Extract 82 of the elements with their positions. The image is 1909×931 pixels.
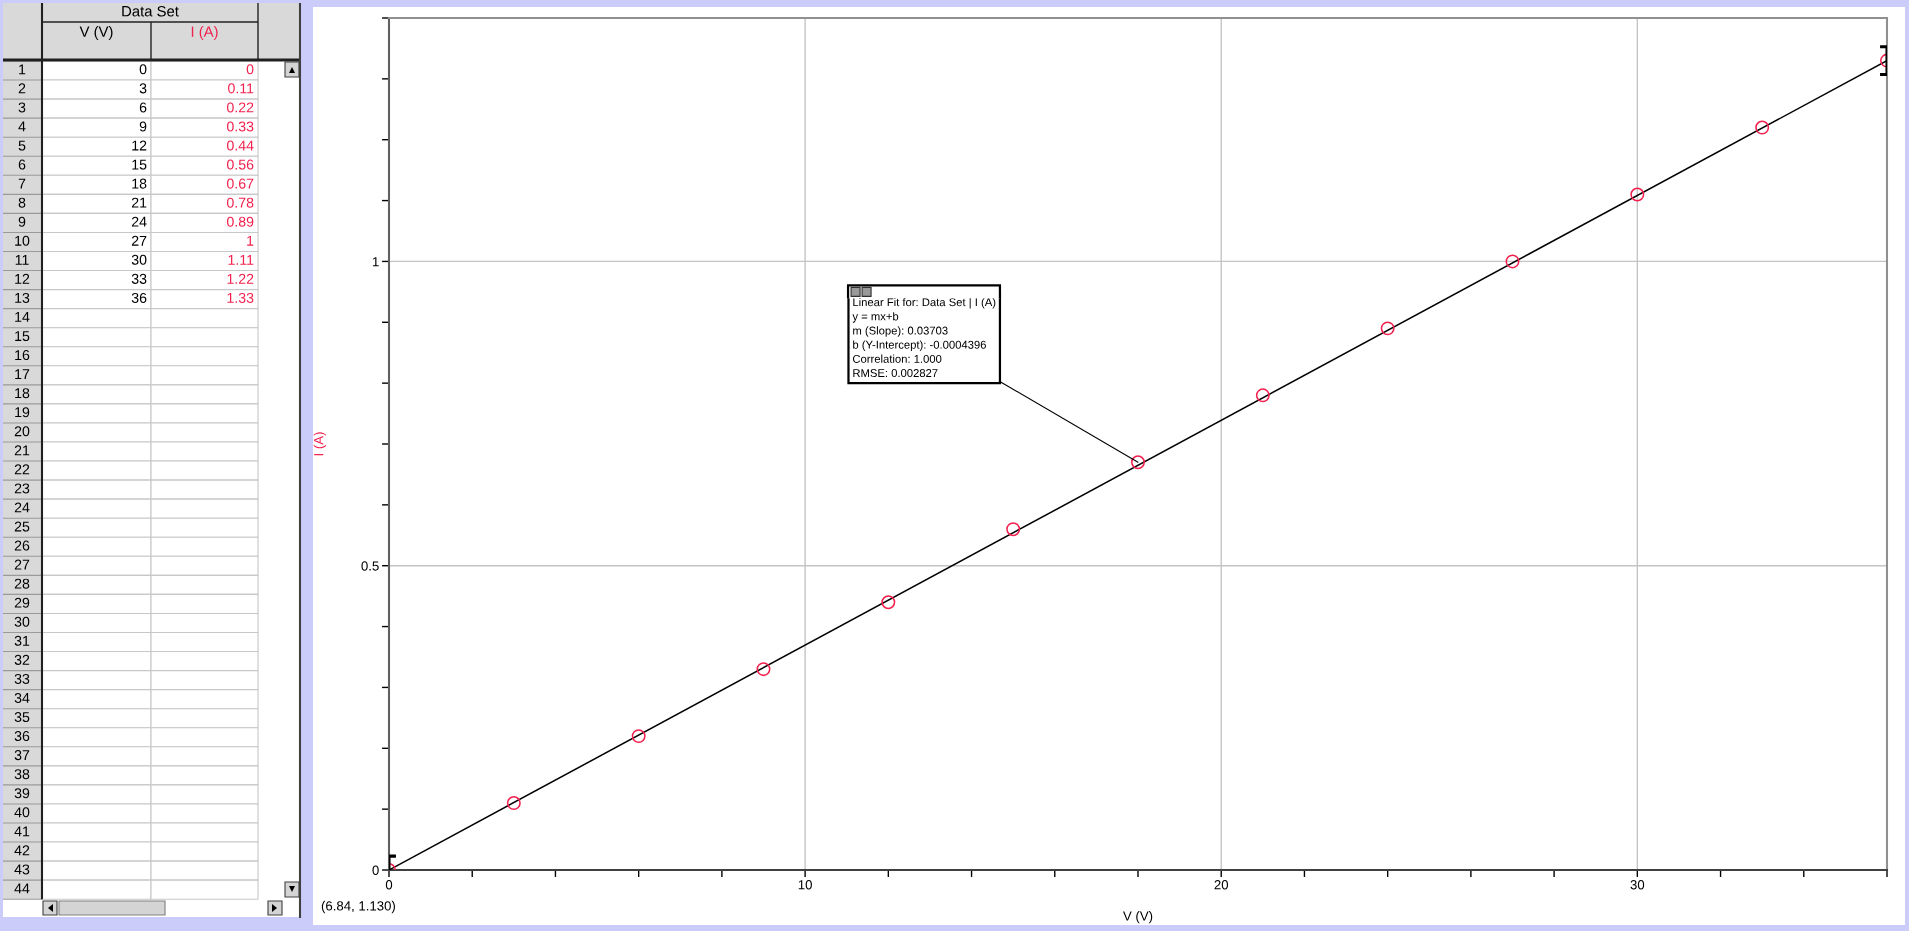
y-tick-label: 15 [15, 331, 30, 342]
y-tick-label: 0 [372, 865, 379, 875]
data-label: 0.78 [226, 197, 254, 208]
y-tick-label: 20 [14, 426, 30, 437]
y-tick-label: 5 [18, 140, 26, 151]
y-tick-label: 16 [15, 350, 30, 361]
data-label: 0.89 [226, 216, 254, 227]
data-label: 36 [131, 292, 147, 303]
data-label: 9 [139, 121, 147, 132]
y-tick-label: 27 [14, 559, 30, 570]
y-axis-title: I (A) [313, 432, 326, 456]
data-label: 3 [139, 83, 147, 94]
y-tick-label: 14 [15, 312, 30, 322]
data-label: 21 [131, 197, 147, 208]
data-label: 0 [246, 64, 254, 75]
text: (6.84, 1.130) [321, 900, 395, 914]
y-tick-label: 0.5 [361, 561, 379, 571]
y-tick-label: 43 [14, 864, 30, 875]
y-tick-label: 1 [372, 257, 379, 267]
data-label: 0.67 [226, 178, 254, 189]
data-label: 0.33 [226, 121, 254, 132]
data-label: 27 [131, 235, 147, 246]
y-tick-label: 31 [14, 635, 30, 646]
y-tick-label: 30 [14, 616, 30, 627]
y-tick-label: 6 [18, 159, 26, 170]
y-tick-label: 39 [14, 788, 30, 799]
data-label: 24 [131, 216, 147, 227]
data-label: 6 [139, 102, 147, 113]
data-label: 0.22 [226, 102, 254, 113]
x-tick-label: 0 [385, 880, 393, 890]
y-tick-label: 42 [14, 845, 30, 856]
annotation: Linear Fit for: Data Set | I (A) y = mx+b m (Slope): 0.03703 b (Y-Intercept): -0.0004396 Correlation: 1.000 RMSE: 0.002827 [852, 297, 996, 378]
data-label: 30 [131, 254, 147, 265]
y-tick-label: 44 [14, 883, 30, 894]
y-tick-label: 29 [14, 597, 30, 608]
y-tick-label: 4 [18, 121, 26, 132]
data-label: 12 [132, 140, 147, 151]
y-tick-label: 28 [14, 578, 30, 589]
chart-title: Data Set [122, 5, 179, 17]
data-label: 1 [247, 235, 254, 246]
y-tick-label: 21 [14, 445, 30, 456]
y-tick-label: 1 [19, 64, 26, 75]
y-tick-label: 8 [18, 197, 26, 208]
y-tick-label: 26 [14, 540, 30, 551]
y-tick-label: 11 [15, 254, 29, 265]
y-tick-label: 35 [14, 712, 30, 723]
data-label: 18 [132, 178, 147, 189]
y-tick-label: 7 [18, 178, 26, 189]
data-label: 0.56 [226, 159, 254, 170]
y-tick-label: 24 [14, 502, 30, 513]
x-tick-label: 20 [1214, 880, 1229, 890]
y-tick-label: 38 [14, 769, 30, 780]
y-tick-label: 23 [14, 483, 30, 494]
y-tick-label: 18 [15, 388, 30, 399]
y-tick-label: 41 [14, 826, 30, 837]
data-label: 33 [131, 273, 147, 284]
y-tick-label: 32 [14, 654, 30, 665]
y-tick-label: 36 [14, 731, 30, 742]
data-label: 0.44 [226, 140, 254, 151]
y-tick-label: 19 [15, 407, 30, 418]
data-label: 1.33 [227, 292, 254, 303]
data-label: 15 [132, 159, 147, 170]
x-tick-label: 30 [1630, 880, 1645, 890]
y-tick-label: 25 [14, 521, 30, 532]
y-tick-label: 33 [14, 673, 30, 684]
data-label: 1.11 [228, 254, 254, 265]
y-tick-label: 17 [15, 369, 30, 379]
y-tick-label: 12 [15, 273, 30, 284]
y-tick-label: 40 [14, 807, 30, 818]
y-tick-label: 2 [18, 83, 26, 94]
y-tick-label: 3 [18, 102, 26, 113]
y-tick-label: 13 [15, 292, 30, 303]
y-tick-label: 22 [14, 464, 30, 475]
y-tick-label: 34 [14, 692, 30, 703]
y-tick-label: 10 [15, 235, 30, 246]
data-label: 0 [139, 64, 147, 75]
data-label: 0.11 [228, 83, 254, 94]
y-tick-label: 9 [18, 216, 26, 227]
y-tick-label: 37 [14, 750, 30, 761]
x-tick-label: 10 [798, 880, 812, 890]
x-axis-title: V (V) [1123, 911, 1153, 924]
data-label: 1.22 [227, 273, 254, 284]
